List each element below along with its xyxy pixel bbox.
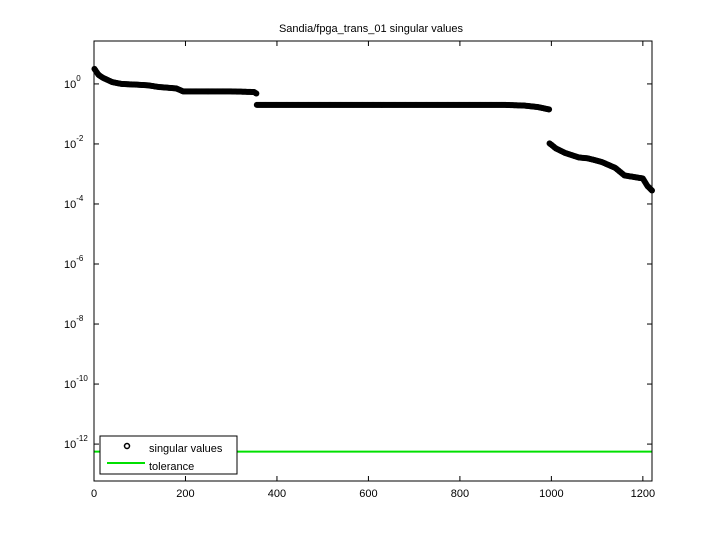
y-tick-label: 10-2 bbox=[64, 134, 84, 151]
x-tick-label: 1200 bbox=[631, 488, 655, 500]
x-tick-label: 200 bbox=[176, 488, 194, 500]
y-tick-label: 10-4 bbox=[64, 194, 84, 211]
plot-area bbox=[91, 65, 655, 453]
y-tick-label: 10-10 bbox=[64, 374, 88, 391]
legend-label-singular-values: singular values bbox=[149, 443, 223, 455]
x-tick-label: 800 bbox=[451, 488, 469, 500]
singular-values-marker-icon bbox=[123, 442, 131, 450]
axes-frame bbox=[93, 40, 653, 482]
legend-label-tolerance: tolerance bbox=[149, 461, 194, 473]
x-tick-label: 1000 bbox=[539, 488, 563, 500]
x-tick-label: 0 bbox=[91, 488, 97, 500]
legend: singular values tolerance bbox=[99, 435, 238, 475]
y-tick-label: 10-6 bbox=[64, 254, 84, 271]
legend-box bbox=[99, 435, 238, 475]
y-tick-label: 100 bbox=[64, 74, 81, 91]
axes: 0 200 400 600 800 1000 1200 100 10-2 10-4 10-6 10-8… bbox=[64, 40, 655, 500]
singular-values-series bbox=[91, 65, 655, 194]
x-tick-label: 600 bbox=[359, 488, 377, 500]
chart-title: Sandia/fpga_trans_01 singular values bbox=[279, 23, 464, 35]
x-tick-label: 400 bbox=[268, 488, 286, 500]
y-tick-label: 10-12 bbox=[64, 434, 88, 451]
y-tick-label: 10-8 bbox=[64, 314, 84, 331]
